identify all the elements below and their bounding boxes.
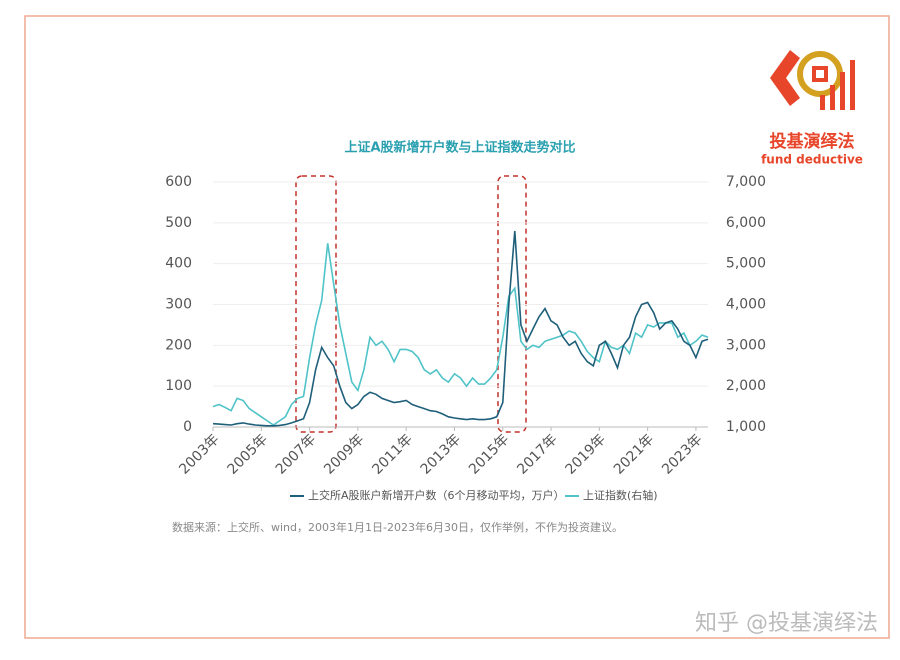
- y-tick-label: 500: [165, 215, 192, 231]
- y2-tick-label: 4,000: [726, 297, 766, 313]
- y2-tick-label: 3,000: [726, 337, 766, 353]
- y-tick-label: 100: [165, 378, 192, 394]
- watermark: 知乎 @投基演绎法: [695, 611, 878, 636]
- y-tick-label: 400: [165, 256, 192, 272]
- y-tick-label: 600: [165, 174, 192, 190]
- logo-subtitle: fund deductive: [761, 153, 863, 167]
- series-line: [212, 243, 709, 426]
- y2-tick-label: 2,000: [726, 378, 766, 394]
- frame: [24, 15, 890, 639]
- legend-label: 上证指数(右轴): [583, 488, 658, 502]
- y2-tick-label: 1,000: [726, 419, 766, 435]
- series-line: [212, 230, 709, 427]
- chart-title: 上证A股新增开户数与上证指数走势对比: [344, 140, 575, 156]
- source-note: 数据来源：上交所、wind，2003年1月1日-2023年6月30日，仅作举例，…: [172, 520, 623, 534]
- y-tick-label: 300: [165, 297, 192, 313]
- legend-label: 上交所A股账户新增开户数（6个月移动平均，万户）: [308, 488, 565, 502]
- y-tick-label: 0: [183, 419, 192, 435]
- y-tick-label: 200: [165, 337, 192, 353]
- y2-tick-label: 7,000: [726, 174, 766, 190]
- y2-tick-label: 6,000: [726, 215, 766, 231]
- y2-tick-label: 5,000: [726, 256, 766, 272]
- highlight-box: [295, 175, 337, 433]
- logo: [770, 50, 855, 110]
- logo-title: 投基演绎法: [770, 131, 855, 152]
